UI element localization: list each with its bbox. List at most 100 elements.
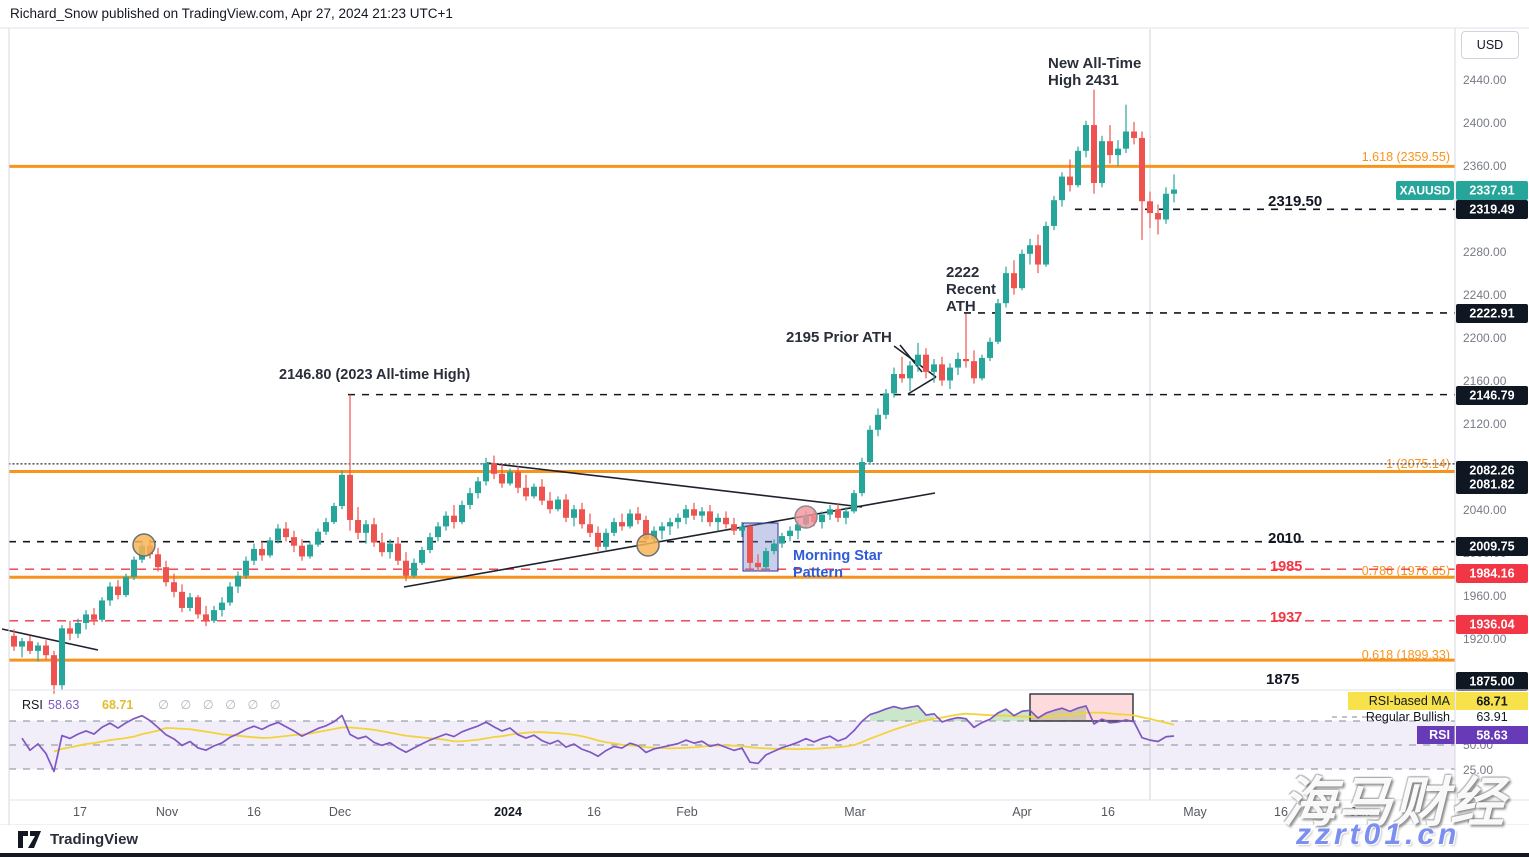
candle-body	[491, 463, 497, 474]
candle-body	[323, 522, 329, 532]
candle-body	[899, 374, 905, 379]
candle-body	[379, 542, 385, 553]
price-badge	[1456, 537, 1528, 556]
candle-body	[963, 359, 969, 362]
candle-body	[819, 514, 825, 523]
price-badge	[1456, 564, 1528, 583]
candle-body	[531, 486, 537, 497]
time-label: Mar	[844, 805, 866, 819]
candle-body	[611, 522, 617, 533]
candle-body	[75, 622, 81, 634]
candle-body	[867, 429, 873, 463]
candle-body	[211, 610, 217, 621]
candle-body	[91, 614, 97, 620]
watermark-cn-text: 海马财经	[1282, 773, 1506, 833]
rsi-label: RSI	[1429, 728, 1450, 742]
candle-body	[979, 357, 985, 379]
time-label: 16	[1274, 805, 1288, 819]
candle-body	[539, 486, 545, 501]
tradingview-brand: TradingView	[50, 830, 139, 848]
candle-body	[843, 511, 849, 518]
candle-body	[59, 628, 65, 686]
candle-body	[187, 597, 193, 608]
candle-body	[779, 536, 785, 544]
time-axis[interactable]: 17 Nov 16 Dec 2024 16 Feb Mar Apr 16 May 16 Jun	[73, 805, 1370, 819]
price-axis[interactable]: 2440.00 2400.00 2360.00 2280.00 2240.00 2200.…	[1396, 28, 1529, 825]
candle-body	[1035, 245, 1041, 265]
candle-body	[371, 524, 377, 543]
candle-body	[555, 499, 561, 510]
annotation-level-2319: 2319.50	[1268, 193, 1322, 210]
candle-body	[275, 528, 281, 541]
candle-body	[299, 545, 305, 557]
rsi-ma-label-badge	[1348, 692, 1455, 710]
price-badge-value: 2081.82	[1469, 478, 1514, 492]
candle-body	[115, 586, 121, 596]
candle-body	[1139, 137, 1145, 202]
candle-body	[515, 471, 521, 488]
price-badge-value: 2009.75	[1469, 540, 1514, 554]
candle-body	[1003, 273, 1009, 304]
time-label: Feb	[676, 805, 698, 819]
candle-body	[243, 560, 249, 576]
candle-body	[155, 554, 161, 568]
candle-body	[635, 513, 641, 520]
candle-body	[403, 560, 409, 576]
candle-body	[1131, 131, 1137, 138]
candle-body	[35, 645, 41, 651]
annotation-level-2010: 2010	[1268, 530, 1301, 547]
candle-body	[715, 517, 721, 523]
candle-body	[827, 509, 833, 515]
candle-body	[931, 364, 937, 372]
annotation-level-1875: 1875	[1266, 671, 1299, 688]
candle-body	[1067, 176, 1073, 186]
bottom-strip	[0, 853, 1529, 857]
candle-body	[579, 509, 585, 525]
price-badge	[1456, 386, 1528, 405]
candle-body	[835, 509, 841, 518]
price-tick: 2040.00	[1463, 503, 1507, 517]
candle-body	[419, 550, 425, 563]
candle-body	[1027, 245, 1033, 254]
candle-body	[219, 602, 225, 611]
candle-body	[619, 522, 625, 527]
fib-label: 0.786 (1976.65)	[1362, 564, 1450, 578]
background-layer	[9, 29, 1455, 800]
candle-body	[339, 474, 345, 507]
fib-label: 0.618 (1899.33)	[1362, 648, 1450, 662]
price-tick: 1960.00	[1463, 589, 1507, 603]
rsi-ma-label: RSI-based MA	[1369, 694, 1451, 708]
price-badge-value: 1984.16	[1469, 567, 1514, 581]
candle-body	[227, 586, 233, 603]
candle-body	[67, 628, 73, 634]
candle-body	[179, 591, 185, 608]
rsi-label-badge	[1417, 726, 1455, 744]
candle-body	[699, 511, 705, 516]
price-badge	[1456, 615, 1528, 634]
candle-body	[795, 524, 801, 531]
level-lines-layer: 1.618 (2359.55)1 (2075.14)0.786 (1976.65…	[8, 150, 1456, 662]
currency-button[interactable]: USD	[1461, 31, 1519, 59]
pattern-marker-circle	[636, 533, 660, 557]
price-tick: 2240.00	[1463, 288, 1507, 302]
candle-body	[203, 614, 209, 621]
candle-body	[83, 614, 89, 623]
candle-body	[475, 481, 481, 494]
candle-body	[587, 524, 593, 533]
publish-info: Richard_Snow published on TradingView.co…	[10, 6, 453, 21]
rsi-legend-value: 58.63	[48, 698, 79, 712]
candle-body	[939, 364, 945, 381]
candle-body	[1011, 273, 1017, 289]
candle-body	[123, 576, 129, 596]
price-badge	[1456, 672, 1528, 691]
candle-body	[1171, 189, 1177, 194]
rsi-legend-title: RSI	[22, 698, 43, 712]
annotations-layer: New All-Time High 2431 2222 Recent ATH 2195 P…	[279, 55, 1322, 688]
rsi-tick-25: 25.00	[1463, 763, 1493, 777]
candle-body	[1051, 200, 1057, 226]
candle-body	[707, 511, 713, 523]
divergence-label: Regular Bullish	[1366, 710, 1450, 724]
candle-body	[443, 515, 449, 527]
price-badge	[1456, 181, 1528, 200]
